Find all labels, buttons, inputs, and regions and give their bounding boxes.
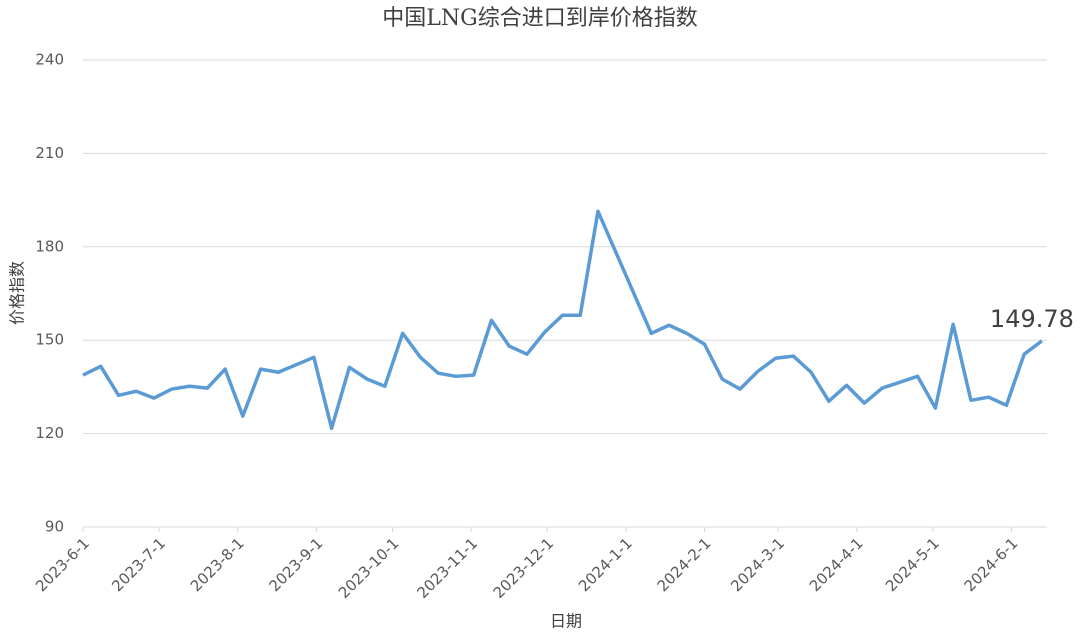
- x-tick-label: 2024-3-1: [727, 534, 788, 595]
- y-tick-label: 150: [35, 331, 64, 349]
- y-tick-label: 90: [45, 518, 64, 536]
- y-tick-label: 120: [35, 424, 64, 442]
- x-tick-label: 2023-10-1: [335, 534, 403, 602]
- x-tick-label: 2023-9-1: [266, 534, 327, 595]
- data-line: [82, 209, 1043, 431]
- x-tick-label: 2023-12-1: [490, 534, 558, 602]
- chart-title: 中国LNG综合进口到岸价格指数: [382, 6, 697, 31]
- x-tick-label: 2024-5-1: [882, 534, 943, 595]
- x-tick-label: 2023-6-1: [32, 534, 93, 595]
- x-tick-label: 2023-8-1: [187, 534, 248, 595]
- x-tick-label: 2024-2-1: [654, 534, 715, 595]
- x-tick-label: 2023-7-1: [108, 534, 169, 595]
- x-tick-label: 2023-11-1: [414, 534, 482, 602]
- y-tick-label: 180: [35, 237, 64, 255]
- x-tick-label: 2024-4-1: [806, 534, 867, 595]
- y-tick-label: 240: [35, 51, 64, 69]
- data-label: 149.78: [990, 305, 1074, 333]
- y-axis-title: 价格指数: [8, 261, 27, 325]
- y-tick-label: 210: [35, 144, 64, 162]
- x-tick-label: 2024-1-1: [575, 534, 636, 595]
- x-tick-label: 2024-6-1: [961, 534, 1022, 595]
- x-axis-title: 日期: [550, 612, 582, 631]
